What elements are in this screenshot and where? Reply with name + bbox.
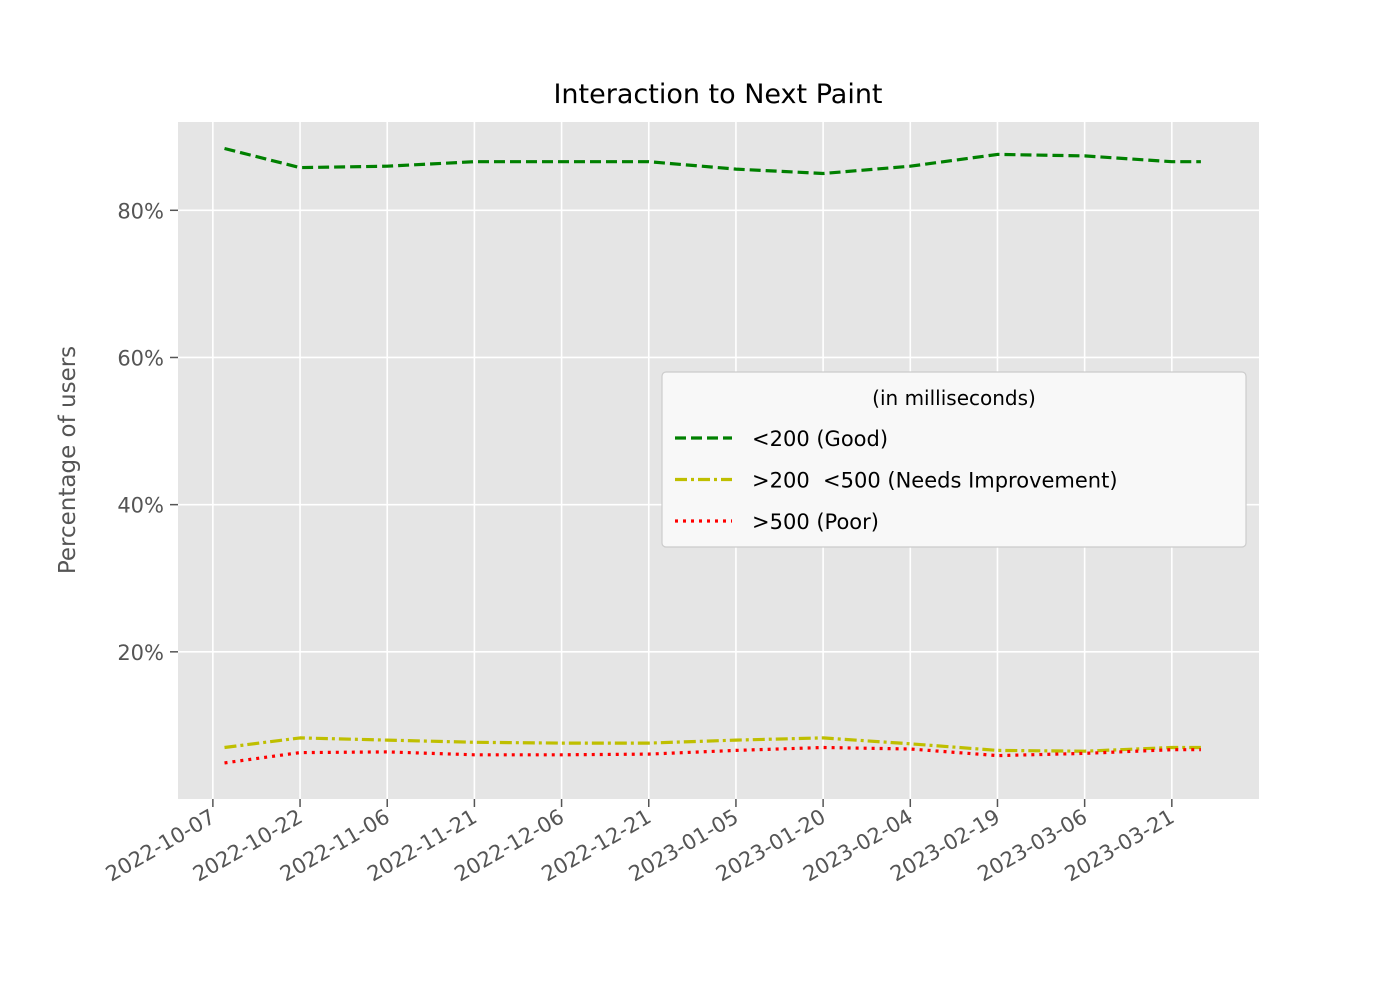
y-axis-ticks: 20% 40% 60% 80% <box>117 199 178 665</box>
legend-label-2: >200 <500 (Needs Improvement) <box>752 469 1118 493</box>
series-line-1 <box>224 146 1201 176</box>
x-axis-ticks: 2022-10-072022-10-222022-11-062022-11-21… <box>102 799 1178 886</box>
y-tick-label: 20% <box>117 641 164 665</box>
chart-title: Interaction to Next Paint <box>553 79 882 110</box>
y-tick-label: 60% <box>117 346 164 370</box>
y-tick-label: 40% <box>117 494 164 518</box>
series-line-2 <box>224 736 1201 753</box>
y-axis-label: Percentage of users <box>55 346 81 574</box>
y-tick-label: 80% <box>117 199 164 223</box>
legend: (in milliseconds) <200 (Good) >200 <500 (… <box>661 371 1247 548</box>
series-lines <box>224 146 1201 765</box>
legend-entries: <200 (Good) >200 <500 (Needs Improvement)… <box>675 427 1118 534</box>
legend-box <box>661 371 1247 548</box>
legend-label-3: >500 (Poor) <box>752 510 879 534</box>
legend-label-1: <200 (Good) <box>752 427 888 451</box>
series-line-3 <box>224 745 1201 765</box>
legend-title: (in milliseconds) <box>872 386 1036 410</box>
